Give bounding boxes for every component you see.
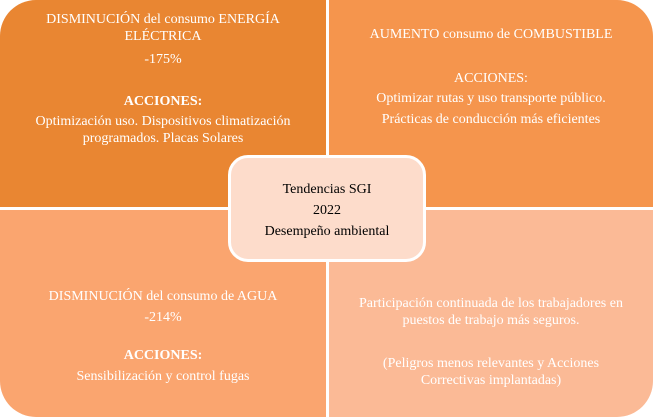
actions-text: programados. Placas Solares: [82, 131, 244, 146]
center-title: Tendencias SGI: [282, 182, 372, 197]
center-year: 2022: [313, 203, 341, 218]
title: AUMENTO consumo de COMBUSTIBLE: [369, 27, 613, 42]
title: DISMINUCIÓN del consumo de AGUA: [48, 289, 278, 304]
note: (Peligros menos relevantes y Acciones: [382, 356, 600, 371]
title: ELÉCTRICA: [124, 29, 202, 44]
title: DISMINUCIÓN del consumo ENERGÍA: [46, 12, 280, 27]
center-subtitle: Desempeño ambiental: [264, 224, 390, 239]
center-box: Tendencias SGI 2022 Desempeño ambiental: [228, 155, 426, 262]
actions-label: ACCIONES:: [123, 348, 203, 363]
note: Correctivas implantadas): [420, 373, 562, 388]
value: -214%: [144, 310, 182, 325]
actions-text: Optimización uso. Dispositivos climatiza…: [35, 114, 291, 129]
actions-label: ACCIONES:: [454, 71, 528, 86]
quadrant-electricity: DISMINUCIÓN del consumo ENERGÍA ELÉCTRIC…: [0, 0, 326, 207]
actions-text: Sensibilización y control fugas: [76, 369, 250, 384]
actions-label: ACCIONES:: [123, 94, 203, 109]
actions-text: Prácticas de conducción más eficientes: [381, 112, 601, 127]
text: puestos de trabajo más seguros.: [402, 313, 580, 328]
actions-text: Optimizar rutas y uso transporte público…: [376, 91, 606, 106]
value: -175%: [144, 52, 182, 67]
text: Participación continuada de los trabajad…: [359, 296, 623, 311]
